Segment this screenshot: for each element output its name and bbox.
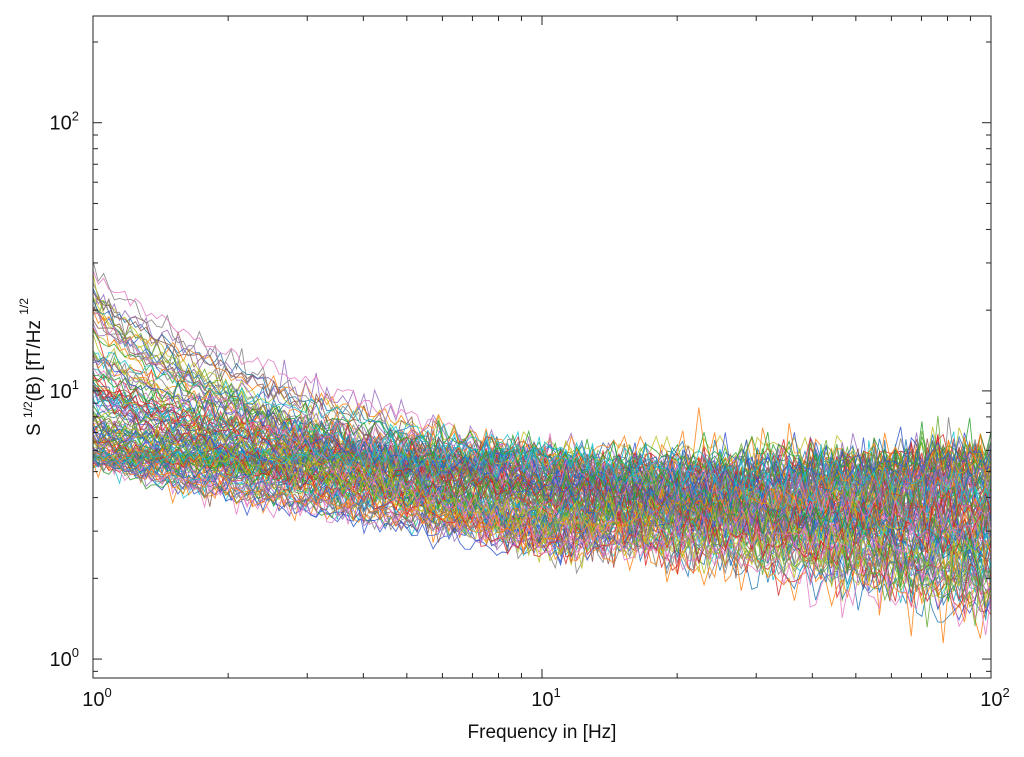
psd-series-line xyxy=(92,424,992,493)
x-tick-label: 100 xyxy=(82,685,111,711)
psd-series-line xyxy=(92,394,992,532)
y-tick-label: 101 xyxy=(50,377,79,403)
labels-layer: 100 101 102 100 101 102 xyxy=(50,109,1010,711)
y-axis-label-pre: S xyxy=(24,418,45,436)
psd-series-line xyxy=(92,447,992,614)
psd-series-line xyxy=(92,433,992,514)
y-tick-label: 102 xyxy=(50,109,79,135)
psd-series-line xyxy=(92,412,992,537)
psd-series-line xyxy=(92,389,992,575)
x-axis-label: Frequency in [Hz] xyxy=(468,722,617,743)
y-axis-label-sup1: 1/2 xyxy=(21,401,35,418)
psd-series-line xyxy=(92,292,992,575)
y-tick-label: 100 xyxy=(50,645,79,671)
psd-series-line xyxy=(92,415,992,496)
x-tick-label: 101 xyxy=(531,685,560,711)
psd-series-line xyxy=(92,367,992,537)
y-axis-label: S 1/2(B) [fT/Hz 1/2 xyxy=(17,298,45,436)
psd-series-line xyxy=(92,411,992,590)
y-axis-label-mid: (B) [fT/Hz xyxy=(24,315,45,402)
psd-series-line xyxy=(92,440,992,562)
y-axis-label-sup2: 1/2 xyxy=(17,298,31,315)
psd-series-line xyxy=(92,444,992,533)
series-layer xyxy=(92,260,992,644)
psd-series-line xyxy=(92,434,992,540)
psd-series-line xyxy=(92,448,992,592)
plot-frame xyxy=(92,15,992,679)
psd-series-line xyxy=(92,377,992,544)
psd-series-line xyxy=(92,356,992,505)
ticks-layer xyxy=(92,16,992,678)
psd-series-line xyxy=(92,312,992,569)
x-tick-label: 102 xyxy=(980,685,1009,711)
psd-series-line xyxy=(92,425,992,561)
